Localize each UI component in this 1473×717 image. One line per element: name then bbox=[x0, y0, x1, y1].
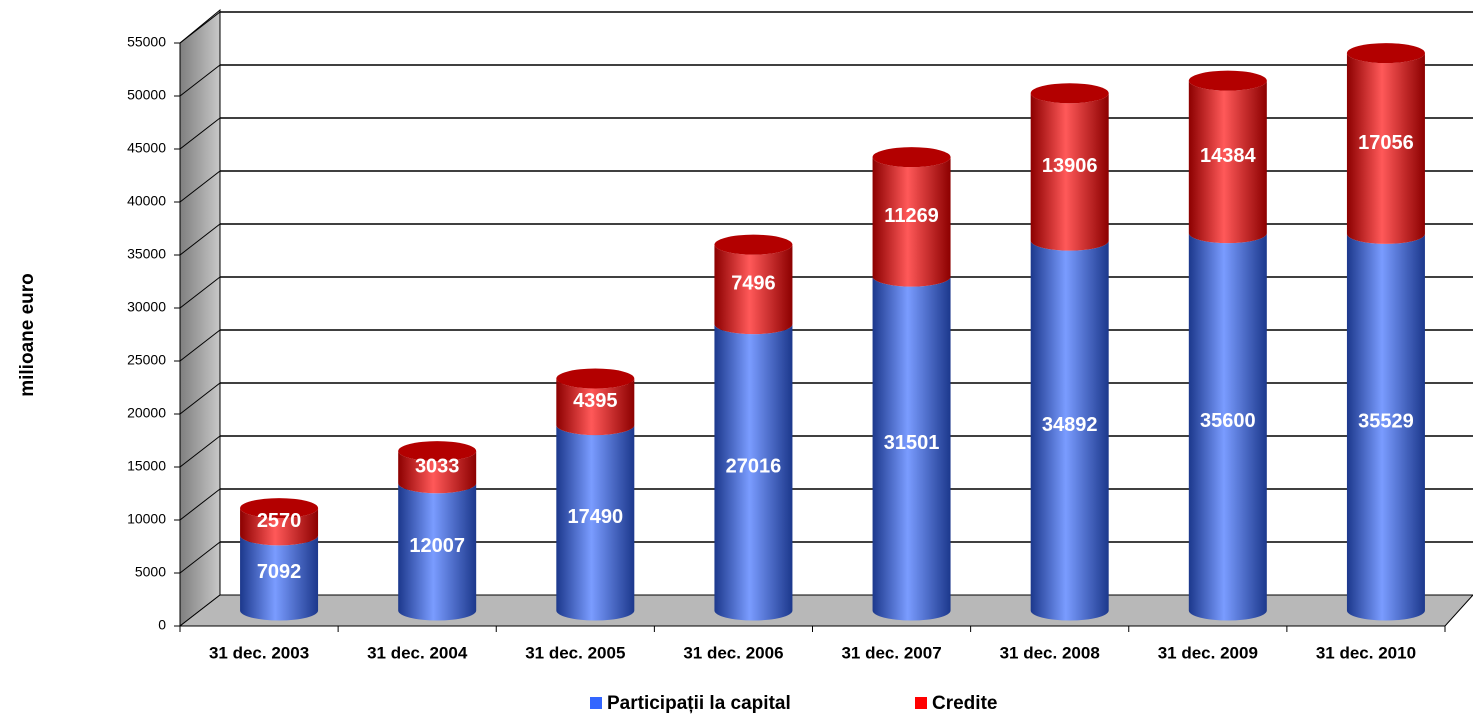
cylinder-cap bbox=[1188, 70, 1267, 91]
x-tick-label: 31 dec. 2007 bbox=[841, 643, 941, 662]
grid-line bbox=[179, 382, 221, 415]
value-label: 7092 bbox=[257, 561, 302, 583]
left-wall bbox=[179, 8, 221, 628]
cylinder-segment bbox=[1346, 233, 1425, 621]
value-label: 12007 bbox=[409, 535, 465, 557]
grid-line bbox=[179, 64, 221, 97]
cylinder-segment bbox=[1188, 233, 1267, 621]
cylinder-cap bbox=[240, 498, 319, 519]
y-tick-label: 10000 bbox=[127, 511, 166, 527]
y-tick-label: 0 bbox=[158, 617, 166, 633]
cylinder-cap bbox=[872, 147, 951, 168]
y-tick-label: 25000 bbox=[127, 352, 166, 368]
y-tick-label: 45000 bbox=[127, 140, 166, 156]
cylinder-cap bbox=[714, 234, 793, 255]
value-label: 4395 bbox=[573, 390, 618, 412]
cylinder-segment bbox=[398, 483, 477, 621]
cylinder-segment bbox=[872, 157, 951, 287]
x-tick-label: 31 dec. 2004 bbox=[367, 643, 468, 662]
y-tick-label: 50000 bbox=[127, 87, 166, 103]
x-tick-label: 31 dec. 2005 bbox=[525, 643, 625, 662]
legend-label: Credite bbox=[932, 693, 997, 714]
cylinder-segment bbox=[1188, 80, 1267, 244]
cylinder-segment bbox=[1346, 53, 1425, 244]
value-label: 17056 bbox=[1358, 132, 1414, 154]
value-label: 13906 bbox=[1042, 155, 1098, 177]
y-axis-label: milioane euro bbox=[17, 273, 38, 397]
cylinder-cap bbox=[1346, 43, 1425, 64]
cylinder-segment bbox=[872, 276, 951, 621]
floor bbox=[178, 594, 1473, 627]
y-tick-label: 15000 bbox=[127, 458, 166, 474]
cylinder-segment bbox=[714, 324, 793, 621]
cylinder-segment bbox=[1030, 93, 1109, 251]
cylinder-segment bbox=[240, 535, 319, 621]
value-label: 31501 bbox=[884, 432, 940, 454]
value-label: 27016 bbox=[726, 456, 782, 478]
grid-line bbox=[179, 11, 221, 44]
legend-swatch bbox=[915, 697, 927, 709]
cylinder-segment bbox=[240, 508, 319, 546]
value-label: 3033 bbox=[415, 455, 460, 477]
cylinder-segment bbox=[556, 378, 635, 436]
y-tick-label: 40000 bbox=[127, 193, 166, 209]
value-label: 14384 bbox=[1200, 145, 1256, 167]
y-tick-label: 35000 bbox=[127, 246, 166, 262]
y-tick-label: 20000 bbox=[127, 405, 166, 421]
grid-line bbox=[179, 117, 221, 150]
cylinder-segment bbox=[1030, 240, 1109, 621]
value-label: 35529 bbox=[1358, 410, 1414, 432]
y-tick-label: 55000 bbox=[127, 34, 166, 50]
grid-line bbox=[179, 541, 221, 574]
x-tick-label: 31 dec. 2008 bbox=[1000, 643, 1100, 662]
y-tick-label: 30000 bbox=[127, 299, 166, 315]
grid-line bbox=[179, 329, 221, 362]
y-tick-label: 5000 bbox=[135, 564, 166, 580]
value-label: 2570 bbox=[257, 510, 302, 532]
x-tick-label: 31 dec. 2006 bbox=[683, 643, 783, 662]
value-label: 34892 bbox=[1042, 414, 1098, 436]
value-label: 11269 bbox=[884, 205, 939, 227]
cylinder-cap bbox=[1030, 83, 1109, 104]
grid-line bbox=[179, 170, 221, 203]
x-tick-label: 31 dec. 2003 bbox=[209, 643, 309, 662]
value-label: 17490 bbox=[568, 506, 624, 528]
cylinder-cap bbox=[398, 441, 477, 462]
legend-swatch bbox=[590, 697, 602, 709]
cylinder-segment bbox=[556, 425, 635, 621]
cylinder-segment bbox=[398, 451, 477, 494]
legend-label: Participații la capital bbox=[607, 693, 791, 714]
grid-line bbox=[179, 223, 221, 256]
x-tick-label: 31 dec. 2009 bbox=[1158, 643, 1258, 662]
cylinder-segment bbox=[714, 244, 793, 335]
x-tick-label: 31 dec. 2010 bbox=[1316, 643, 1416, 662]
value-label: 35600 bbox=[1200, 410, 1256, 432]
value-label: 7496 bbox=[731, 273, 776, 295]
grid-line bbox=[179, 276, 221, 309]
cylinder-cap bbox=[556, 368, 635, 389]
grid-line bbox=[179, 488, 221, 521]
grid-line bbox=[179, 435, 221, 468]
